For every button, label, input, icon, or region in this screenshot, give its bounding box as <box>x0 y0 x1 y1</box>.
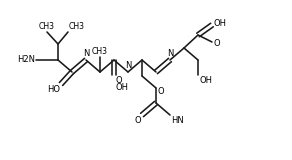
Text: H2N: H2N <box>17 56 35 64</box>
Text: N: N <box>125 61 131 70</box>
Text: O: O <box>134 116 141 125</box>
Text: O: O <box>116 76 123 85</box>
Text: N: N <box>83 49 89 58</box>
Text: OH: OH <box>116 83 129 92</box>
Text: CH3: CH3 <box>39 22 55 31</box>
Text: OH: OH <box>214 20 227 28</box>
Text: N: N <box>167 49 173 58</box>
Text: HO: HO <box>47 85 60 94</box>
Text: HN: HN <box>171 116 184 125</box>
Text: O: O <box>158 87 165 96</box>
Text: OH: OH <box>200 76 213 85</box>
Text: O: O <box>214 39 221 48</box>
Text: CH3: CH3 <box>92 47 108 56</box>
Text: CH3: CH3 <box>69 22 85 31</box>
